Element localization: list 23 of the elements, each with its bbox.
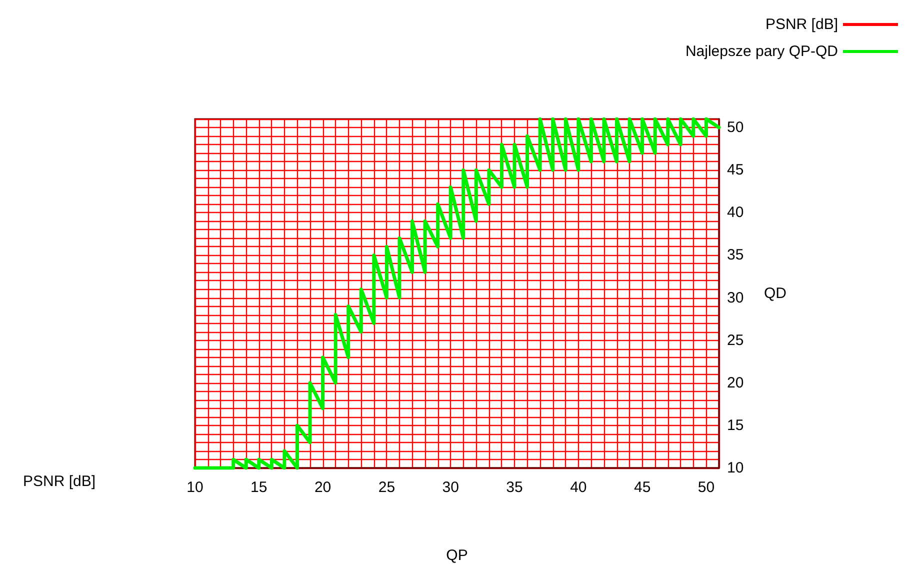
x-tick-label: 45 (634, 479, 651, 496)
x-axis-title: QP (446, 547, 468, 564)
x-tick-label: 20 (314, 479, 332, 496)
y-tick-label: 25 (727, 332, 744, 349)
x-tick-label: 10 (186, 479, 204, 496)
x-tick-label: 40 (570, 479, 587, 496)
y-tick-label: 20 (727, 374, 744, 392)
x-tick-label: 35 (506, 479, 523, 496)
y-tick-label: 50 (727, 119, 744, 136)
x-tick-label: 15 (250, 479, 268, 496)
y-tick-label: 40 (727, 204, 744, 222)
x-tick-label: 25 (378, 479, 396, 496)
legend-label: PSNR [dB] (765, 16, 838, 33)
x-tick-label: 50 (698, 479, 715, 496)
y-axis-title: QD (764, 285, 787, 302)
text: PSNR [dB] (23, 473, 96, 490)
y-tick-label: 30 (727, 289, 744, 306)
legend-label: Najlepsze pary QP-QD (685, 43, 838, 60)
y-tick-label: 15 (727, 416, 744, 434)
x-tick-label: 30 (442, 479, 459, 496)
y-tick-label: 45 (727, 162, 744, 179)
y-tick-label: 10 (727, 460, 744, 476)
y-tick-label: 35 (727, 246, 744, 264)
